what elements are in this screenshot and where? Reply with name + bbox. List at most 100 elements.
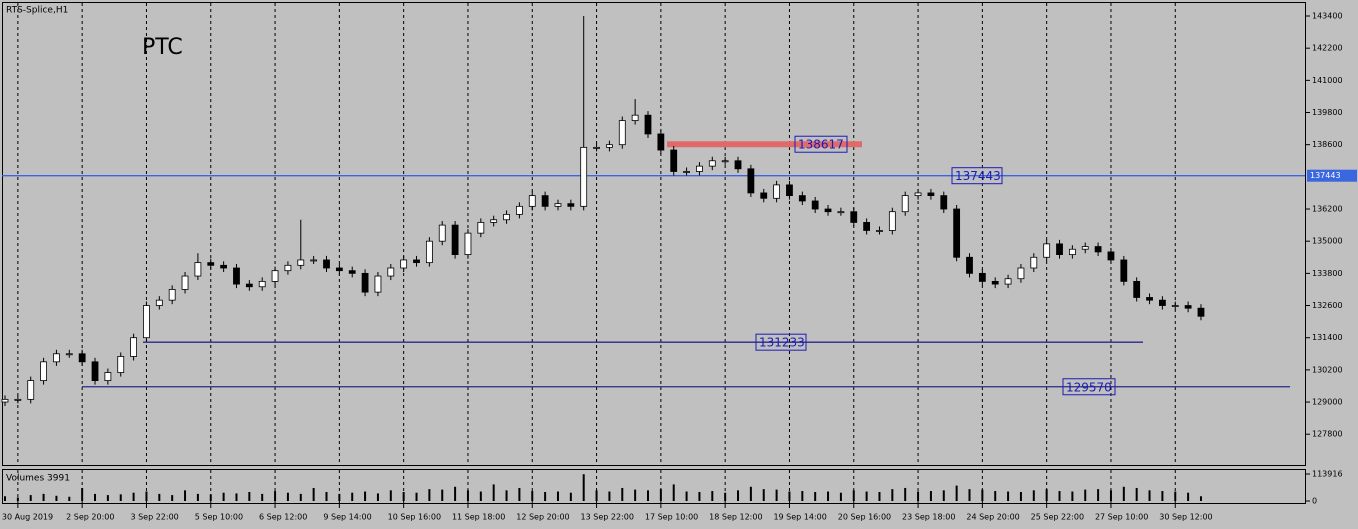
volume-bar (145, 491, 148, 501)
candle-body (400, 259, 408, 269)
candle-body (143, 305, 150, 339)
candle-body (310, 259, 318, 262)
candle-body (631, 114, 639, 121)
volume-bar (788, 491, 791, 501)
volume-bar (29, 495, 32, 501)
candle-body (168, 289, 176, 301)
candle-body (348, 270, 356, 274)
candle-body (786, 184, 793, 197)
candle-body (1, 398, 9, 403)
candle-body (1004, 278, 1012, 285)
candle-body (1159, 299, 1166, 306)
candle-body (850, 211, 858, 223)
volume-bar (1084, 489, 1087, 501)
x-tick-label: 18 Sep 12:00 (709, 513, 762, 522)
candle-body (811, 200, 819, 210)
y-tick-label: 142200 (1312, 44, 1343, 53)
volume-bar (402, 491, 405, 501)
volume-title: Volumes 3991 (6, 474, 70, 484)
candle-body (1120, 259, 1128, 282)
candle-body (1197, 307, 1205, 317)
y-tick-label: 131400 (1312, 333, 1343, 342)
candle-body (297, 259, 305, 266)
volume-bar (865, 491, 868, 501)
volume-bar (608, 491, 611, 501)
volume-bar (274, 491, 277, 501)
y-tick-label: 129000 (1312, 398, 1343, 407)
volume-bar (582, 474, 585, 501)
x-tick-label: 20 Sep 16:00 (838, 513, 891, 522)
volume-bar (325, 491, 328, 501)
volume-bar (955, 485, 958, 501)
candle-body (1068, 248, 1076, 255)
candle-body (721, 160, 729, 163)
y-tick-label: 136200 (1312, 205, 1343, 214)
candle-body (438, 224, 446, 242)
volume-bar (4, 496, 6, 501)
level-label: 137443 (955, 169, 1001, 183)
candle-body (220, 264, 228, 269)
volume-bar (479, 491, 482, 501)
volume-bar (68, 496, 71, 501)
candle-body (271, 270, 279, 282)
candle-body (130, 337, 138, 357)
volume-bar (248, 491, 251, 501)
level-label-box (794, 135, 848, 153)
volume-bar (647, 490, 649, 501)
candle-body (554, 203, 562, 207)
candle-body (901, 195, 909, 213)
volume-bar (634, 489, 637, 501)
x-tick-label: 30 Aug 2019 (2, 513, 53, 522)
volume-bar (1032, 490, 1035, 501)
x-tick-label: 6 Sep 12:00 (259, 513, 307, 522)
candle-body (451, 224, 459, 255)
y-tick-label: 130200 (1312, 365, 1343, 374)
chart-title: RTS-Splice,H1 (6, 6, 68, 16)
volume-bar (415, 492, 418, 501)
candle-body (65, 353, 73, 356)
candle-body (734, 160, 742, 170)
volume-bar (184, 490, 187, 501)
volume-bar (119, 494, 122, 501)
candle-body (824, 208, 832, 213)
volume-bar (16, 497, 19, 501)
candle-body (374, 275, 382, 293)
volume-bar (839, 492, 842, 501)
x-tick-label: 9 Sep 14:00 (323, 513, 371, 522)
volume-bar (942, 490, 945, 501)
candle-body (567, 203, 575, 207)
candle-body (1081, 246, 1089, 250)
candle-body (464, 232, 472, 255)
y-tick-label: 132600 (1312, 301, 1343, 310)
volume-bar (235, 493, 238, 501)
volume-bar (698, 491, 701, 501)
volume-bar (968, 489, 971, 501)
level-label: 129570 (1066, 380, 1112, 394)
volume-bar (981, 489, 984, 501)
y-tick-label: 143400 (1312, 12, 1343, 21)
x-tick-label: 17 Sep 10:00 (645, 513, 698, 522)
candle-body (1056, 243, 1063, 255)
volume-bar (672, 484, 675, 501)
candle-body (580, 146, 588, 207)
candle-body (541, 195, 549, 207)
volume-bar (1199, 496, 1202, 501)
volume-bar (1148, 490, 1151, 501)
volume-bar (775, 489, 778, 501)
volume-bar (929, 491, 932, 501)
volume-bar (1174, 491, 1177, 501)
volume-bar (312, 487, 315, 501)
level-label-box (951, 167, 1003, 185)
volume-bar (1122, 486, 1125, 501)
volume-bar (209, 494, 212, 501)
candle-body (78, 353, 86, 363)
level-label-box (1062, 378, 1116, 396)
volume-bar (518, 487, 521, 501)
volume-bar (286, 492, 289, 501)
candle-body (1146, 297, 1153, 301)
volume-bar (621, 487, 624, 501)
volume-bar (1135, 487, 1138, 501)
volume-bar (492, 484, 495, 501)
candle-body (747, 168, 755, 194)
